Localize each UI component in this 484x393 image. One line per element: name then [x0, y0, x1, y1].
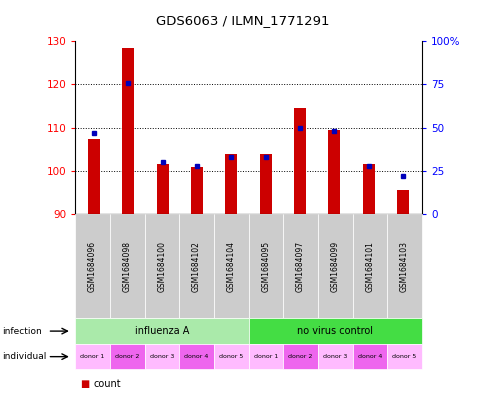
Text: donor 2: donor 2 — [288, 354, 312, 359]
Text: donor 2: donor 2 — [115, 354, 139, 359]
Text: GSM1684102: GSM1684102 — [192, 241, 201, 292]
Text: GDS6063 / ILMN_1771291: GDS6063 / ILMN_1771291 — [155, 14, 329, 27]
Bar — [293, 108, 305, 214]
Text: GSM1684098: GSM1684098 — [122, 241, 132, 292]
Text: GSM1684097: GSM1684097 — [295, 241, 304, 292]
Text: GSM1684103: GSM1684103 — [399, 241, 408, 292]
Bar — [225, 154, 237, 214]
Text: GSM1684095: GSM1684095 — [261, 241, 270, 292]
Text: individual: individual — [2, 352, 46, 361]
Bar — [259, 154, 271, 214]
Bar — [362, 164, 374, 214]
Bar — [88, 138, 100, 214]
Text: donor 3: donor 3 — [322, 354, 347, 359]
Bar — [156, 164, 168, 214]
Text: GSM1684104: GSM1684104 — [226, 241, 235, 292]
Text: donor 4: donor 4 — [357, 354, 381, 359]
Bar — [396, 190, 408, 214]
Bar — [328, 130, 340, 214]
Text: influenza A: influenza A — [135, 326, 189, 336]
Text: donor 1: donor 1 — [80, 354, 105, 359]
Text: donor 3: donor 3 — [150, 354, 174, 359]
Text: donor 1: donor 1 — [253, 354, 277, 359]
Text: donor 5: donor 5 — [219, 354, 243, 359]
Text: GSM1684099: GSM1684099 — [330, 241, 339, 292]
Bar — [191, 167, 203, 214]
Text: count: count — [93, 379, 121, 389]
Bar — [122, 48, 134, 214]
Text: no virus control: no virus control — [297, 326, 373, 336]
Text: ■: ■ — [80, 379, 89, 389]
Text: donor 5: donor 5 — [392, 354, 416, 359]
Text: GSM1684101: GSM1684101 — [364, 241, 374, 292]
Text: GSM1684100: GSM1684100 — [157, 241, 166, 292]
Text: GSM1684096: GSM1684096 — [88, 241, 97, 292]
Text: infection: infection — [2, 327, 42, 336]
Text: donor 4: donor 4 — [184, 354, 208, 359]
